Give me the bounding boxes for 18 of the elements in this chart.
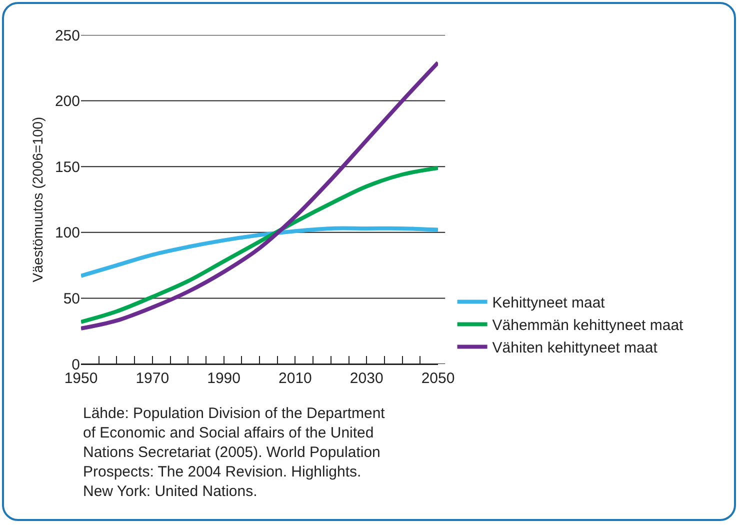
x-tick-label: 1990 [207, 370, 240, 387]
y-axis-title: Väestömuutos (2006=100) [30, 116, 46, 282]
text: Lähde: Population Division of the Department of Economic and Social affairs of the United Nations Secretariat (2005). World Population Prospects: The 2004 Revision. Highlights. New York: United Nations. [83, 405, 386, 500]
legend-label: Vähiten kehittyneet maat [492, 340, 658, 357]
y-tick-label: 100 [54, 224, 80, 242]
legend-label: Kehittyneet maat [492, 294, 606, 312]
line-series [81, 166, 438, 324]
x-tick-label: 1970 [136, 370, 170, 387]
y-tick-label: 50 [63, 290, 80, 308]
x-tick-label: 2030 [350, 370, 384, 387]
x-tick-label: 2010 [278, 370, 312, 387]
legend-label: Vähemmän kehittyneet maat [492, 317, 684, 334]
y-tick-label: 200 [54, 93, 80, 110]
y-tick-label: 250 [54, 27, 80, 44]
x-tick-label: 2050 [421, 370, 455, 387]
line-series [81, 60, 438, 330]
y-tick-label: 150 [54, 158, 80, 176]
line-series [81, 226, 438, 278]
